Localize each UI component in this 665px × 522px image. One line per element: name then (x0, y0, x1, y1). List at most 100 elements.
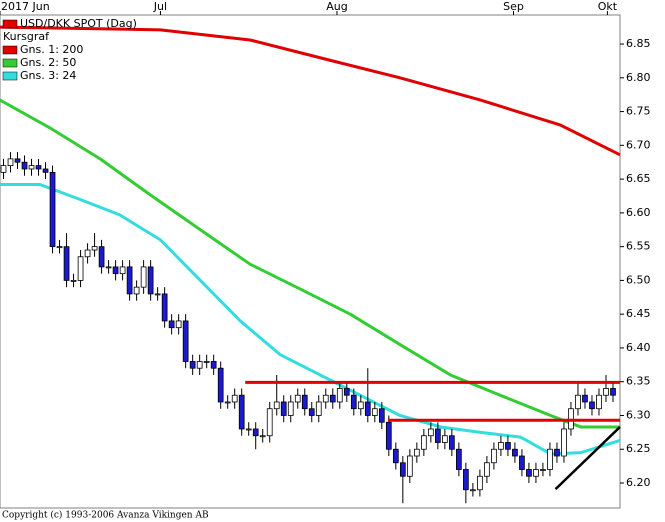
candle-body (0, 165, 7, 173)
candle-body (392, 448, 399, 464)
candle-body (315, 401, 322, 416)
candle-body (329, 394, 336, 403)
y-tick-label: 6.50 (626, 273, 651, 286)
candle-body (357, 401, 364, 410)
x-tick-label: Jul (153, 0, 167, 13)
candle-body (21, 161, 28, 170)
legend-label: Gns. 1: 200 (20, 43, 83, 56)
candle-body (273, 401, 280, 410)
candle-body (91, 246, 98, 251)
chart-title: USD/DKK SPOT (Dag) (20, 17, 137, 30)
candle-body (610, 388, 616, 396)
y-tick-label: 6.45 (626, 307, 651, 320)
candle-body (224, 401, 231, 404)
y-tick-label: 6.35 (626, 375, 651, 388)
candle-body (385, 421, 392, 450)
candle-body (77, 256, 84, 281)
y-tick-label: 6.60 (626, 206, 651, 219)
candle-body (582, 394, 588, 403)
plot: 6.20 6.25 6.30 6.35 6.40 6.45 6.50 6.55 6.60 6.65… (0, 0, 651, 504)
candle-body (477, 475, 483, 491)
candle-body (63, 246, 70, 281)
candle-body (301, 394, 308, 410)
legend-swatch (2, 19, 18, 29)
candle-body (161, 293, 168, 322)
candle-body (554, 448, 560, 457)
x-tick-label: Aug (326, 0, 347, 13)
candle-body (294, 394, 301, 403)
x-tick-label: Sep (503, 0, 524, 13)
candle-body (126, 266, 133, 295)
y-tick-label: 6.70 (626, 138, 651, 151)
candle-body (463, 469, 469, 491)
legend-label: Kursgraf (3, 30, 50, 43)
moving-average (0, 98, 620, 429)
candle-body (498, 442, 504, 450)
candle-body (252, 428, 259, 437)
candle-body (378, 408, 385, 423)
candle-body (280, 401, 287, 416)
candle-body (603, 388, 609, 396)
x-tick-label: 2017 Jun (1, 0, 50, 13)
y-tick-label: 6.65 (626, 172, 651, 185)
candle-body (98, 246, 105, 268)
candle-body (420, 435, 427, 450)
candle-body (350, 394, 357, 410)
candle-body (442, 435, 448, 443)
candle-body (147, 266, 154, 295)
candle-body (491, 448, 497, 464)
candle-body (406, 455, 413, 477)
y-tick-label: 6.55 (626, 240, 651, 253)
candle-body (526, 469, 532, 477)
candle-body (266, 408, 273, 437)
moving-average (0, 183, 621, 456)
candle-body (540, 469, 546, 471)
candle-body (42, 168, 49, 173)
candle-body (84, 249, 91, 258)
candle-body (70, 280, 77, 282)
legend-swatch (2, 71, 18, 81)
x-tick-label: Okt (598, 0, 618, 13)
moving-average (0, 25, 621, 157)
candle-body (456, 448, 462, 470)
candle-body (470, 489, 476, 492)
candle-body (203, 361, 210, 363)
y-tick-label: 6.40 (626, 341, 651, 354)
candle-body (547, 448, 553, 470)
candle-body (435, 428, 441, 443)
candle-body (210, 361, 217, 369)
candle-body (175, 320, 182, 329)
candle-body (140, 266, 147, 288)
candle-body (427, 428, 434, 437)
y-tick-label: 6.30 (626, 408, 651, 421)
candle-body (28, 165, 35, 170)
candle-body (14, 158, 21, 163)
candle-body (287, 401, 294, 416)
candle-body (133, 286, 140, 295)
candle-body (596, 394, 602, 410)
candle-body (364, 401, 371, 416)
candle-body (49, 171, 56, 248)
candle-body (399, 462, 406, 477)
y-tick-label: 6.20 (626, 476, 651, 489)
candle-body (238, 394, 245, 430)
candle-body (336, 388, 343, 403)
candle-body (231, 394, 238, 403)
candle-body (7, 158, 14, 167)
candle-body (119, 266, 126, 275)
candle-body (343, 388, 350, 396)
candle-body (413, 448, 420, 457)
candle-body (245, 428, 252, 431)
legend-swatch (2, 45, 18, 55)
candle-body (189, 361, 196, 369)
candle-body (154, 293, 161, 296)
legend-label: Gns. 3: 24 (20, 69, 76, 82)
annotation-line (554, 426, 621, 490)
candle-body (449, 435, 455, 450)
candle-body (217, 367, 224, 403)
candle-body (371, 408, 378, 416)
plot-area (0, 14, 621, 509)
candle-body (105, 266, 112, 269)
y-tick-label: 6.80 (626, 71, 651, 84)
